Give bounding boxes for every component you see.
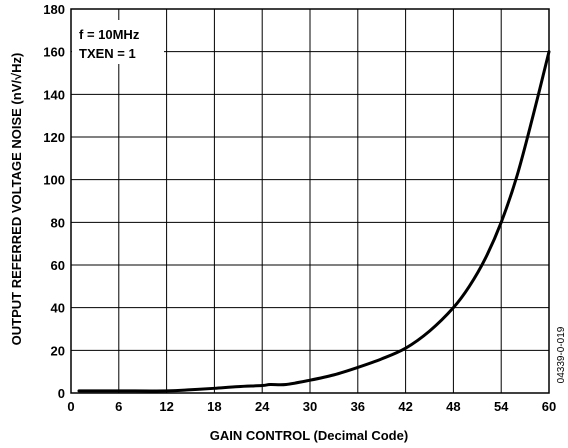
x-tick-label: 12 bbox=[159, 399, 173, 414]
x-tick-label: 60 bbox=[542, 399, 556, 414]
annotation-txen: TXEN = 1 bbox=[79, 46, 136, 61]
y-tick-label: 20 bbox=[51, 343, 65, 358]
y-tick-label: 100 bbox=[43, 173, 65, 188]
y-tick-label: 120 bbox=[43, 130, 65, 145]
annotation-background bbox=[72, 20, 164, 64]
x-tick-label: 54 bbox=[494, 399, 509, 414]
x-axis-label: GAIN CONTROL (Decimal Code) bbox=[210, 428, 408, 443]
x-tick-label: 18 bbox=[207, 399, 221, 414]
x-tick-label: 48 bbox=[446, 399, 460, 414]
figure-id: 04339-0-019 bbox=[556, 326, 567, 383]
x-tick-label: 30 bbox=[303, 399, 317, 414]
y-tick-label: 60 bbox=[51, 258, 65, 273]
y-tick-label: 180 bbox=[43, 2, 65, 17]
x-tick-labels: 0 6 12 18 24 30 36 42 48 54 60 bbox=[67, 399, 556, 414]
y-tick-label: 160 bbox=[43, 45, 65, 60]
x-tick-label: 6 bbox=[115, 399, 122, 414]
grid bbox=[70, 8, 550, 394]
x-tick-label: 42 bbox=[398, 399, 412, 414]
y-tick-label: 80 bbox=[51, 215, 65, 230]
plot-frame bbox=[70, 8, 550, 394]
x-tick-label: 24 bbox=[255, 399, 270, 414]
y-tick-labels: 0 20 40 60 80 100 120 140 160 180 bbox=[43, 2, 65, 401]
series-line bbox=[77, 50, 551, 393]
annotation-frequency: f = 10MHz bbox=[79, 27, 140, 42]
y-axis-label: OUTPUT REFERRED VOLTAGE NOISE (nV/√Hz) bbox=[9, 53, 24, 346]
x-tick-label: 0 bbox=[67, 399, 74, 414]
x-tick-label: 36 bbox=[351, 399, 365, 414]
y-tick-label: 0 bbox=[58, 386, 65, 401]
y-tick-label: 40 bbox=[51, 301, 65, 316]
y-tick-label: 140 bbox=[43, 87, 65, 102]
